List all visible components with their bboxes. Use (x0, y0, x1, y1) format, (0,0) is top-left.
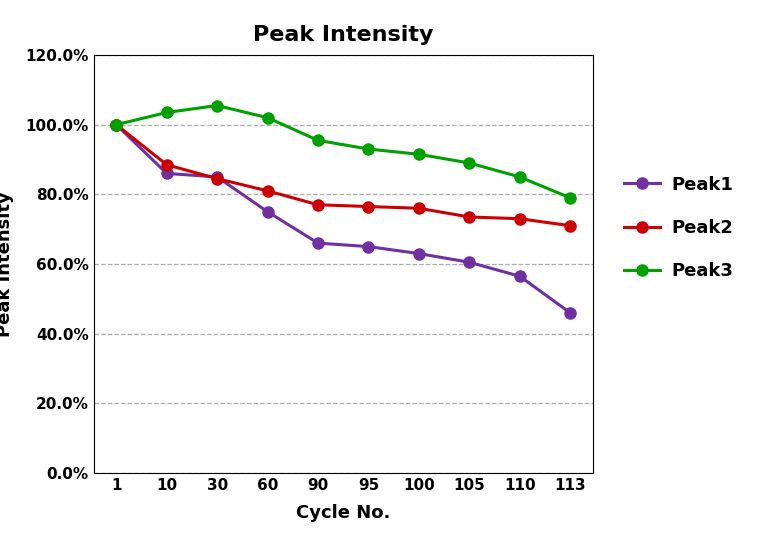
Peak2 (263, 188, 272, 194)
Peak2 (314, 201, 323, 208)
Peak2 (363, 203, 373, 210)
Peak1 (112, 122, 121, 128)
Line: Peak2: Peak2 (111, 119, 576, 231)
Peak3 (263, 114, 272, 121)
Peak1 (515, 273, 524, 279)
Peak1 (314, 240, 323, 246)
Peak2 (162, 162, 172, 168)
Peak2 (566, 222, 575, 229)
Peak1 (566, 310, 575, 316)
Peak1 (363, 243, 373, 250)
Title: Peak Intensity: Peak Intensity (253, 25, 434, 45)
Peak1 (263, 208, 272, 215)
Line: Peak3: Peak3 (111, 100, 576, 204)
Peak1 (162, 170, 172, 177)
Peak3 (414, 151, 424, 157)
Peak3 (314, 137, 323, 144)
Peak3 (162, 109, 172, 116)
Peak1 (465, 259, 474, 266)
Peak2 (414, 205, 424, 212)
Peak3 (515, 174, 524, 180)
Peak2 (112, 122, 121, 128)
Peak3 (112, 122, 121, 128)
Peak1 (414, 250, 424, 257)
Line: Peak1: Peak1 (111, 119, 576, 318)
Peak1 (212, 174, 222, 180)
Peak2 (212, 175, 222, 182)
Peak3 (212, 102, 222, 109)
Peak2 (465, 213, 474, 220)
Legend: Peak1, Peak2, Peak3: Peak1, Peak2, Peak3 (617, 168, 740, 288)
Peak3 (363, 146, 373, 152)
X-axis label: Cycle No.: Cycle No. (296, 504, 390, 522)
Peak3 (566, 195, 575, 201)
Y-axis label: Peak Intensity: Peak Intensity (0, 191, 14, 337)
Peak2 (515, 216, 524, 222)
Peak3 (465, 160, 474, 166)
